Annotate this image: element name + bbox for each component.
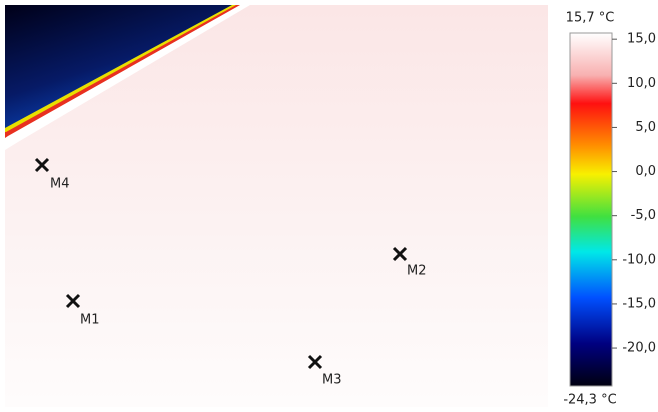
marker-label: M4 xyxy=(50,177,70,192)
scale-max: 15,7 °C xyxy=(566,11,615,26)
tick-label: 15,0 xyxy=(627,32,656,47)
marker-label: M3 xyxy=(322,373,342,388)
tick-label: -20,0 xyxy=(622,341,656,356)
thermal-view: M4 M1 M2 M3 15,7 °C -24,3 °C 15,0 10,0 5,0… xyxy=(0,0,658,412)
tick-label: 0,0 xyxy=(635,164,656,179)
tick-label: 5,0 xyxy=(635,120,656,135)
scale-min: -24,3 °C xyxy=(563,393,616,408)
tick-label: 10,0 xyxy=(627,76,656,91)
tick-label: -15,0 xyxy=(622,296,656,311)
tick-label: -5,0 xyxy=(631,208,656,223)
marker-label: M1 xyxy=(80,313,100,328)
color-scale xyxy=(570,33,612,386)
marker-label: M2 xyxy=(407,264,427,279)
tick-label: -10,0 xyxy=(622,252,656,267)
